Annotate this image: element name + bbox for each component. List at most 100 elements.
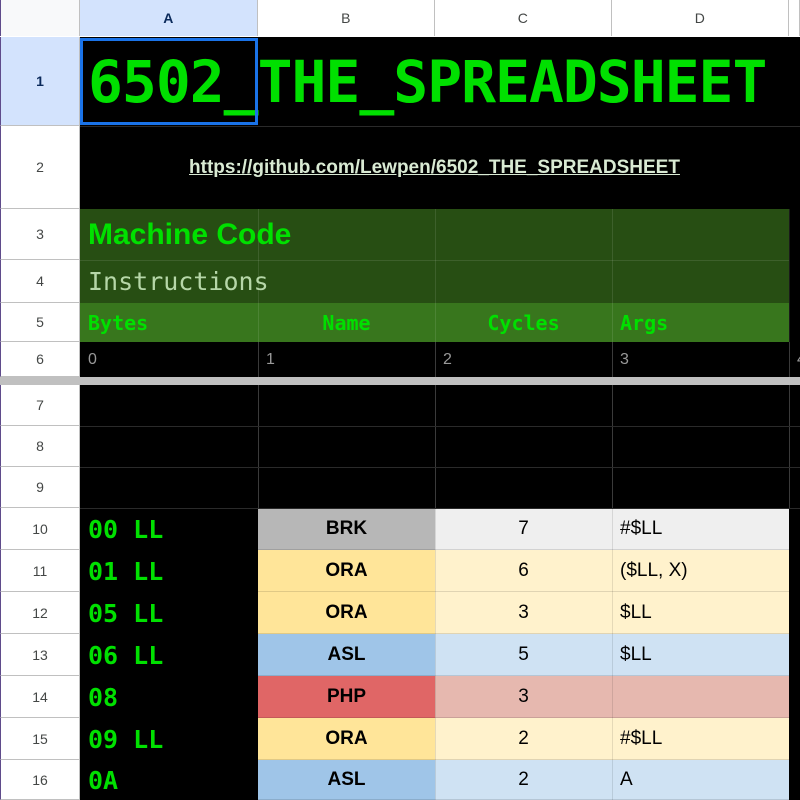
index-cell-2[interactable]: 2: [443, 350, 452, 368]
instruction-name[interactable]: ORA: [325, 728, 368, 749]
cell-separator: [435, 718, 436, 760]
table-header-bytes[interactable]: Bytes: [88, 310, 149, 335]
column-header-b[interactable]: B: [258, 0, 435, 36]
instruction-args[interactable]: [612, 676, 789, 718]
grid-line-vertical: [612, 209, 613, 342]
cell-separator: [612, 718, 613, 760]
instruction-bytes[interactable]: 01 LL: [88, 556, 164, 586]
title-cell[interactable]: 6502_THE_SPREADSHEET: [88, 47, 767, 116]
instruction-row-name-background: [258, 718, 435, 760]
instruction-args[interactable]: A: [620, 769, 633, 790]
column-header-a[interactable]: A: [80, 0, 258, 36]
cell-separator: [435, 508, 436, 550]
column-header-e[interactable]: [789, 0, 800, 36]
instruction-row-e-sliver: [789, 508, 800, 550]
cell-separator: [258, 633, 789, 634]
table-header-background: [80, 303, 789, 342]
row-header-8[interactable]: 8: [0, 426, 80, 467]
grid-line-vertical: [789, 209, 790, 342]
instruction-bytes[interactable]: 09 LL: [88, 724, 164, 754]
index-and-blank-background: [80, 342, 800, 508]
cell-separator: [258, 549, 789, 550]
row-header-7[interactable]: 7: [0, 385, 80, 426]
instruction-name[interactable]: ASL: [327, 644, 366, 665]
instruction-row-name-background: [258, 592, 435, 634]
row-header-5[interactable]: 5: [0, 303, 80, 342]
instruction-name[interactable]: PHP: [326, 686, 367, 707]
cell-separator: [258, 675, 789, 676]
index-cell-4[interactable]: 4: [789, 342, 800, 377]
row-header-13[interactable]: 13: [0, 634, 80, 676]
instruction-args[interactable]: #$LL: [620, 728, 663, 749]
instruction-cycles[interactable]: 6: [518, 560, 529, 581]
table-header-args[interactable]: Args: [620, 310, 669, 335]
row-header-12[interactable]: 12: [0, 592, 80, 634]
instruction-row-cycles-background: [435, 550, 789, 592]
cell-separator: [612, 508, 613, 550]
instruction-cycles[interactable]: 3: [518, 602, 529, 623]
cell-separator: [435, 550, 436, 592]
instruction-cycles[interactable]: 2: [518, 728, 529, 749]
section-heading-cell[interactable]: Machine Code: [88, 217, 292, 251]
row-header-11[interactable]: 11: [0, 550, 80, 592]
cell-separator: [258, 591, 789, 592]
index-cell-1[interactable]: 1: [266, 350, 275, 368]
cell-separator: [258, 717, 789, 718]
instruction-row-cycles-background: [435, 508, 789, 550]
cell-separator: [612, 676, 613, 718]
row-header-16[interactable]: 16: [0, 760, 80, 800]
cell-separator: [612, 760, 613, 800]
instruction-args[interactable]: ($LL, X): [620, 560, 688, 581]
grid-line-vertical: [435, 342, 436, 508]
instruction-name[interactable]: BRK: [325, 518, 368, 539]
instruction-row-e-sliver: [789, 760, 800, 800]
row-header-6[interactable]: 6: [0, 342, 80, 377]
instruction-bytes[interactable]: 08: [88, 682, 119, 712]
index-cell-3[interactable]: 3: [620, 350, 629, 368]
grid-line-vertical: [435, 209, 436, 342]
frozen-pane-divider[interactable]: [0, 377, 800, 385]
cell-separator: [612, 550, 613, 592]
instruction-row-cycles-background: [435, 592, 789, 634]
instruction-args[interactable]: $LL: [620, 602, 652, 623]
instruction-bytes[interactable]: 05 LL: [88, 598, 164, 628]
instruction-args[interactable]: $LL: [620, 644, 652, 665]
column-header-c[interactable]: C: [435, 0, 612, 36]
instruction-row-name-background: [258, 550, 435, 592]
cell-separator: [435, 760, 436, 800]
instruction-name[interactable]: ORA: [325, 602, 368, 623]
instruction-cycles[interactable]: 3: [518, 686, 529, 707]
row-header-14[interactable]: 14: [0, 676, 80, 718]
instruction-cycles[interactable]: 2: [518, 769, 529, 790]
instruction-name[interactable]: ASL: [327, 769, 366, 790]
table-header-cycles[interactable]: Cycles: [487, 310, 560, 335]
instruction-bytes[interactable]: 0A: [88, 765, 119, 795]
section-subheading-cell[interactable]: Instructions: [88, 267, 269, 296]
cell-separator: [435, 676, 436, 718]
instruction-row-cycles-background: [435, 676, 789, 718]
column-header-d[interactable]: D: [612, 0, 789, 36]
row-header-10[interactable]: 10: [0, 508, 80, 550]
instruction-bytes[interactable]: 00 LL: [88, 514, 164, 544]
row-header-3[interactable]: 3: [0, 209, 80, 260]
instruction-row-e-sliver: [789, 592, 800, 634]
select-all-corner[interactable]: [0, 0, 80, 36]
grid-line-horizontal: [80, 426, 800, 427]
row-header-9[interactable]: 9: [0, 467, 80, 508]
instruction-cycles[interactable]: 5: [518, 644, 529, 665]
instruction-cycles[interactable]: 7: [518, 518, 529, 539]
cell-separator: [258, 759, 789, 760]
row-header-2[interactable]: 2: [0, 126, 80, 209]
instruction-bytes[interactable]: 06 LL: [88, 640, 164, 670]
bytes-column-background: [80, 508, 258, 800]
cell-separator: [612, 592, 613, 634]
index-cell-0[interactable]: 0: [88, 350, 97, 368]
row-header-1[interactable]: 1: [0, 37, 80, 126]
github-link-cell[interactable]: https://github.com/Lewpen/6502_THE_SPREA…: [189, 156, 680, 178]
instruction-name[interactable]: ORA: [325, 560, 368, 581]
instruction-args[interactable]: #$LL: [620, 518, 663, 539]
table-header-name[interactable]: Name: [322, 310, 371, 335]
row-header-4[interactable]: 4: [0, 260, 80, 303]
row-header-15[interactable]: 15: [0, 718, 80, 760]
